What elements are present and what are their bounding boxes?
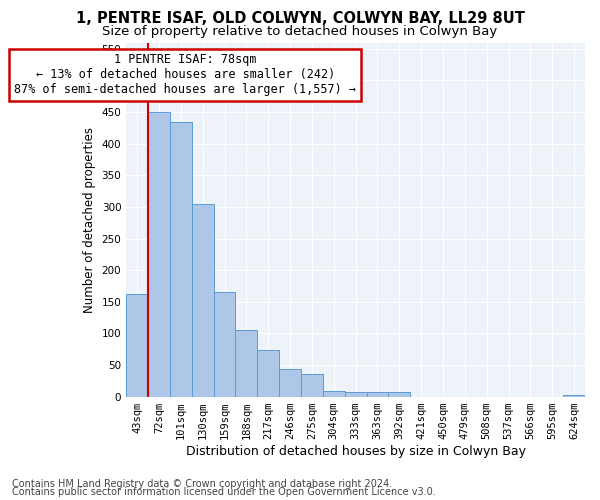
Text: 1, PENTRE ISAF, OLD COLWYN, COLWYN BAY, LL29 8UT: 1, PENTRE ISAF, OLD COLWYN, COLWYN BAY, … (76, 11, 524, 26)
Bar (344, 392, 367, 396)
Bar (388, 392, 410, 396)
Text: 1 PENTRE ISAF: 78sqm
← 13% of detached houses are smaller (242)
87% of semi-deta: 1 PENTRE ISAF: 78sqm ← 13% of detached h… (14, 53, 356, 96)
Text: Size of property relative to detached houses in Colwyn Bay: Size of property relative to detached ho… (103, 24, 497, 38)
Bar (214, 292, 235, 397)
Bar (301, 374, 323, 396)
Text: Contains HM Land Registry data © Crown copyright and database right 2024.: Contains HM Land Registry data © Crown c… (12, 479, 392, 489)
Text: Contains public sector information licensed under the Open Government Licence v3: Contains public sector information licen… (12, 487, 436, 497)
Bar (148, 112, 170, 397)
Bar (279, 369, 301, 396)
X-axis label: Distribution of detached houses by size in Colwyn Bay: Distribution of detached houses by size … (185, 444, 526, 458)
Bar (235, 330, 257, 396)
Bar (323, 391, 344, 396)
Bar (192, 204, 214, 396)
Y-axis label: Number of detached properties: Number of detached properties (83, 126, 96, 312)
Bar (367, 392, 388, 396)
Bar (170, 122, 192, 396)
Bar (563, 394, 585, 396)
Bar (257, 350, 279, 397)
Bar (126, 294, 148, 397)
